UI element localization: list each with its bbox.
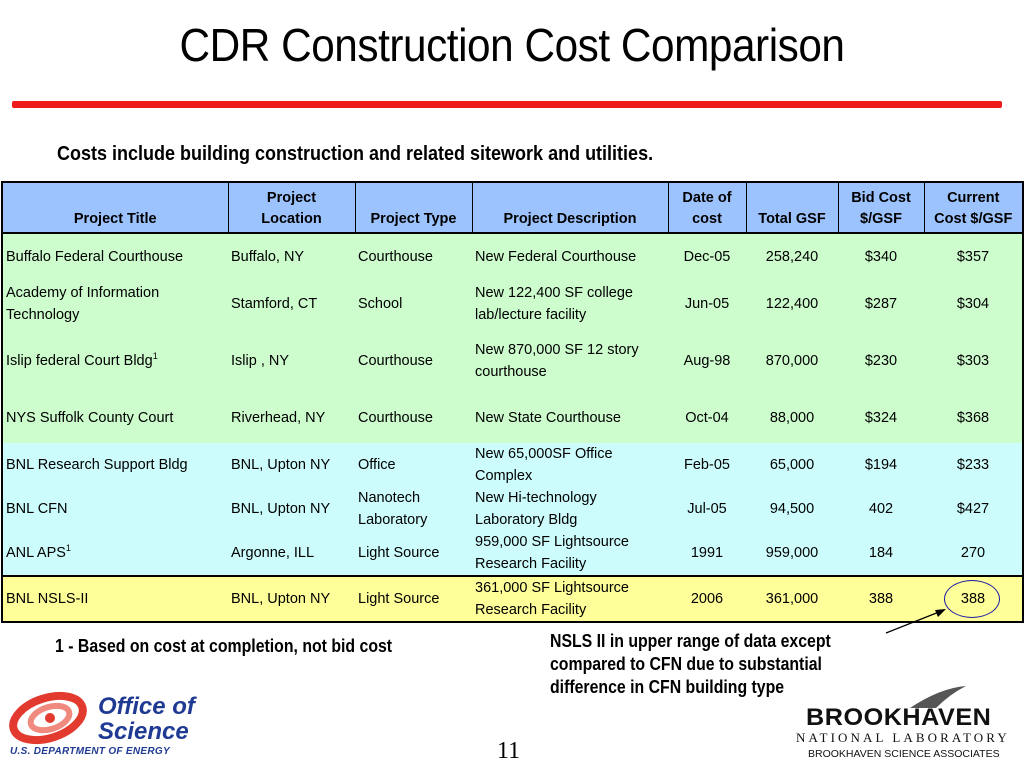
cell-location: Argonne, ILL (228, 531, 355, 576)
cell-type: Light Source (355, 575, 472, 622)
cost-comparison-table: Project Title Project Location Project Ty… (1, 181, 1024, 623)
cell-description: New 65,000SF Office Complex (472, 443, 668, 487)
cell-title: Islip federal Court Bldg1 (2, 329, 228, 393)
slide-title: CDR Construction Cost Comparison (179, 19, 845, 71)
page-number: 11 (497, 738, 521, 764)
cell-bid: $194 (838, 443, 924, 487)
cell-date: Oct-04 (668, 393, 746, 443)
header-total-gsf: Total GSF (746, 182, 839, 234)
table-row: Buffalo Federal Courthouse Buffalo, NY C… (2, 233, 1023, 279)
table-row: Academy of Information Technology Stamfo… (2, 279, 1023, 329)
table-row: BNL Research Support Bldg BNL, Upton NY … (2, 443, 1023, 487)
cell-bid: $230 (838, 329, 924, 393)
cell-gsf: 361,000 (746, 575, 838, 622)
slide-subtitle: Costs include building construction and … (57, 143, 654, 165)
cell-type: Courthouse (355, 233, 472, 279)
cell-type: Light Source (355, 531, 472, 576)
cell-title: BNL CFN (2, 487, 228, 531)
cell-date: Aug-98 (668, 329, 746, 393)
highlight-circle (944, 580, 1000, 618)
cell-type: Courthouse (355, 329, 472, 393)
cell-location: Riverhead, NY (228, 393, 355, 443)
cell-date: 1991 (668, 531, 746, 576)
cell-title: ANL APS1 (2, 531, 228, 576)
cell-current: 270 (924, 531, 1023, 576)
cell-description: 361,000 SF Lightsource Research Facility (472, 575, 668, 622)
cell-gsf: 94,500 (746, 487, 838, 531)
header-bid-cost: Bid Cost $/GSF (838, 182, 925, 234)
header-project-type: Project Type (355, 182, 473, 234)
cell-type: Courthouse (355, 393, 472, 443)
cell-current: $304 (924, 279, 1023, 329)
header-current-cost: Current Cost $/GSF (924, 182, 1023, 234)
cell-current: $357 (924, 233, 1023, 279)
footnote: 1 - Based on cost at completion, not bid… (55, 636, 393, 656)
cell-type: Nanotech Laboratory (355, 487, 472, 531)
cell-title: NYS Suffolk County Court (2, 393, 228, 443)
cell-date: Dec-05 (668, 233, 746, 279)
cell-date: Feb-05 (668, 443, 746, 487)
cell-description: New Hi-technology Laboratory Bldg (472, 487, 668, 531)
table-row: Islip federal Court Bldg1 Islip , NY Cou… (2, 329, 1023, 393)
cell-type: School (355, 279, 472, 329)
cell-bid: $340 (838, 233, 924, 279)
cell-description: New 122,400 SF college lab/lecture facil… (472, 279, 668, 329)
table-row: NYS Suffolk County Court Riverhead, NY C… (2, 393, 1023, 443)
cell-bid: 388 (838, 575, 924, 622)
cell-location: Islip , NY (228, 329, 355, 393)
brookhaven-logo: BROOKHAVEN NATIONAL LABORATORY BROOKHAVE… (790, 682, 1022, 764)
cell-gsf: 959,000 (746, 531, 838, 576)
office-of-science-logo: Office of Science U.S. DEPARTMENT OF ENE… (8, 690, 218, 762)
cell-date: Jul-05 (668, 487, 746, 531)
cell-type: Office (355, 443, 472, 487)
cell-location: BNL, Upton NY (228, 443, 355, 487)
table-header-row: Project Title Project Location Project Ty… (2, 182, 1023, 234)
table-row: ANL APS1 Argonne, ILL Light Source 959,0… (2, 531, 1023, 576)
cell-location: Stamford, CT (228, 279, 355, 329)
cell-gsf: 258,240 (746, 233, 838, 279)
cell-title: Academy of Information Technology (2, 279, 228, 329)
cell-gsf: 870,000 (746, 329, 838, 393)
cell-description: New State Courthouse (472, 393, 668, 443)
cell-location: BNL, Upton NY (228, 575, 355, 622)
cell-current: $427 (924, 487, 1023, 531)
cell-title: BNL Research Support Bldg (2, 443, 228, 487)
doe-swirl-icon (9, 691, 87, 745)
cell-description: 959,000 SF Lightsource Research Facility (472, 531, 668, 576)
table-row: BNL CFN BNL, Upton NY Nanotech Laborator… (2, 487, 1023, 531)
title-divider (12, 101, 1002, 108)
cell-date: 2006 (668, 575, 746, 622)
cell-bid: 402 (838, 487, 924, 531)
doe-logo-subtext: U.S. DEPARTMENT OF ENERGY (10, 746, 170, 757)
cell-bid: 184 (838, 531, 924, 576)
header-project-title: Project Title (2, 182, 229, 234)
cell-description: New 870,000 SF 12 story courthouse (472, 329, 668, 393)
cell-location: Buffalo, NY (228, 233, 355, 279)
cell-title: BNL NSLS-II (2, 575, 228, 622)
cell-gsf: 65,000 (746, 443, 838, 487)
header-project-description: Project Description (472, 182, 669, 234)
cell-gsf: 88,000 (746, 393, 838, 443)
cell-current: $303 (924, 329, 1023, 393)
cell-description: New Federal Courthouse (472, 233, 668, 279)
doe-logo-text: Office of (98, 693, 195, 720)
cell-bid: $287 (838, 279, 924, 329)
cell-gsf: 122,400 (746, 279, 838, 329)
cell-current: $233 (924, 443, 1023, 487)
callout-text: NSLS II in upper range of data except co… (550, 631, 831, 697)
cell-location: BNL, Upton NY (228, 487, 355, 531)
cell-title: Buffalo Federal Courthouse (2, 233, 228, 279)
bnl-swoosh-icon (910, 686, 966, 708)
table-row-highlighted: BNL NSLS-II BNL, Upton NY Light Source 3… (2, 575, 1023, 622)
header-project-location: Project Location (228, 182, 356, 234)
cell-date: Jun-05 (668, 279, 746, 329)
cell-current: $368 (924, 393, 1023, 443)
doe-logo-text: Science (98, 718, 189, 745)
cell-bid: $324 (838, 393, 924, 443)
header-date-of-cost: Date of cost (668, 182, 747, 234)
